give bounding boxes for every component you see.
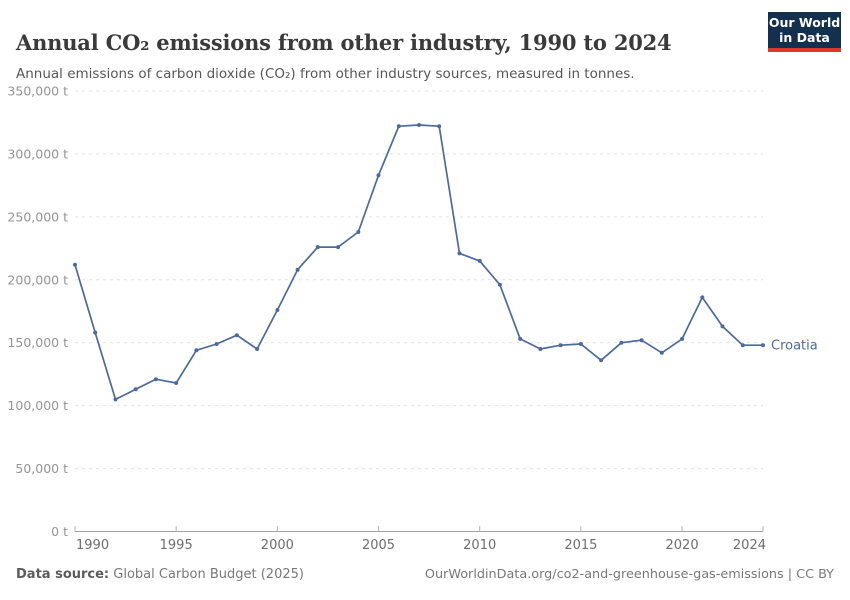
x-tick-label: 2024 bbox=[733, 538, 766, 553]
data-point[interactable] bbox=[599, 358, 604, 363]
data-point[interactable] bbox=[255, 347, 260, 351]
data-point[interactable] bbox=[680, 336, 685, 341]
x-tick-label: 2020 bbox=[666, 538, 699, 553]
data-source: Data source: Global Carbon Budget (2025) bbox=[16, 567, 304, 582]
entity-label[interactable]: Croatia bbox=[771, 339, 818, 354]
x-tick-label: 1995 bbox=[160, 538, 193, 553]
data-point[interactable] bbox=[336, 245, 341, 250]
x-tick-label: 2010 bbox=[463, 538, 496, 553]
x-tick-label: 1990 bbox=[76, 538, 109, 553]
y-tick-label: 200,000 t bbox=[7, 272, 68, 287]
data-point[interactable] bbox=[153, 377, 158, 382]
data-point[interactable] bbox=[619, 340, 624, 345]
credit-link[interactable]: OurWorldinData.org/co2-and-greenhouse-ga… bbox=[424, 567, 834, 582]
data-source-text: Global Carbon Budget (2025) bbox=[109, 567, 304, 582]
data-point[interactable] bbox=[437, 124, 442, 129]
page-title: Annual CO₂ emissions from other industry… bbox=[16, 30, 672, 56]
data-point[interactable] bbox=[396, 124, 401, 129]
data-point[interactable] bbox=[761, 343, 765, 348]
y-tick-label: 150,000 t bbox=[7, 335, 68, 350]
data-point[interactable] bbox=[659, 350, 664, 355]
data-point[interactable] bbox=[578, 342, 583, 346]
data-point[interactable] bbox=[417, 123, 421, 127]
data-point[interactable] bbox=[133, 387, 138, 392]
data-point[interactable] bbox=[720, 324, 725, 329]
page-subtitle: Annual emissions of carbon dioxide (CO₂)… bbox=[16, 65, 635, 82]
data-point[interactable] bbox=[113, 397, 118, 402]
data-point[interactable] bbox=[700, 295, 705, 300]
data-point[interactable] bbox=[214, 342, 219, 346]
y-tick-label: 250,000 t bbox=[7, 209, 68, 224]
data-point[interactable] bbox=[93, 330, 98, 335]
data-point[interactable] bbox=[376, 173, 381, 178]
y-tick-label: 100,000 t bbox=[7, 398, 68, 413]
owid-logo-line2: in Data bbox=[779, 30, 830, 45]
data-point[interactable] bbox=[457, 251, 462, 256]
footer: Data source: Global Carbon Budget (2025)… bbox=[16, 567, 834, 582]
data-source-label: Data source: bbox=[16, 567, 110, 582]
data-point[interactable] bbox=[275, 308, 280, 312]
owid-logo[interactable]: Our World in Data bbox=[768, 12, 841, 52]
data-point[interactable] bbox=[497, 282, 502, 287]
data-point[interactable] bbox=[295, 267, 300, 272]
y-tick-label: 50,000 t bbox=[15, 461, 68, 476]
data-point[interactable] bbox=[73, 262, 77, 267]
data-point[interactable] bbox=[740, 343, 745, 348]
data-point[interactable] bbox=[538, 347, 543, 351]
y-tick-label: 350,000 t bbox=[7, 84, 68, 99]
data-point[interactable] bbox=[234, 333, 239, 338]
data-point[interactable] bbox=[356, 230, 361, 234]
x-tick-label: 2015 bbox=[564, 538, 597, 553]
data-point[interactable] bbox=[315, 245, 320, 250]
owid-logo-line1: Our World bbox=[768, 15, 841, 30]
data-point[interactable] bbox=[194, 348, 199, 353]
x-tick-label: 2000 bbox=[261, 538, 294, 553]
data-point[interactable] bbox=[174, 381, 179, 385]
data-point[interactable] bbox=[518, 336, 523, 341]
data-point[interactable] bbox=[477, 258, 482, 263]
data-point[interactable] bbox=[639, 338, 644, 343]
data-line[interactable] bbox=[74, 124, 764, 401]
data-point[interactable] bbox=[558, 343, 563, 348]
y-tick-label: 300,000 t bbox=[7, 146, 68, 161]
x-tick-label: 2005 bbox=[362, 538, 395, 553]
y-tick-label: 0 t bbox=[51, 524, 68, 539]
